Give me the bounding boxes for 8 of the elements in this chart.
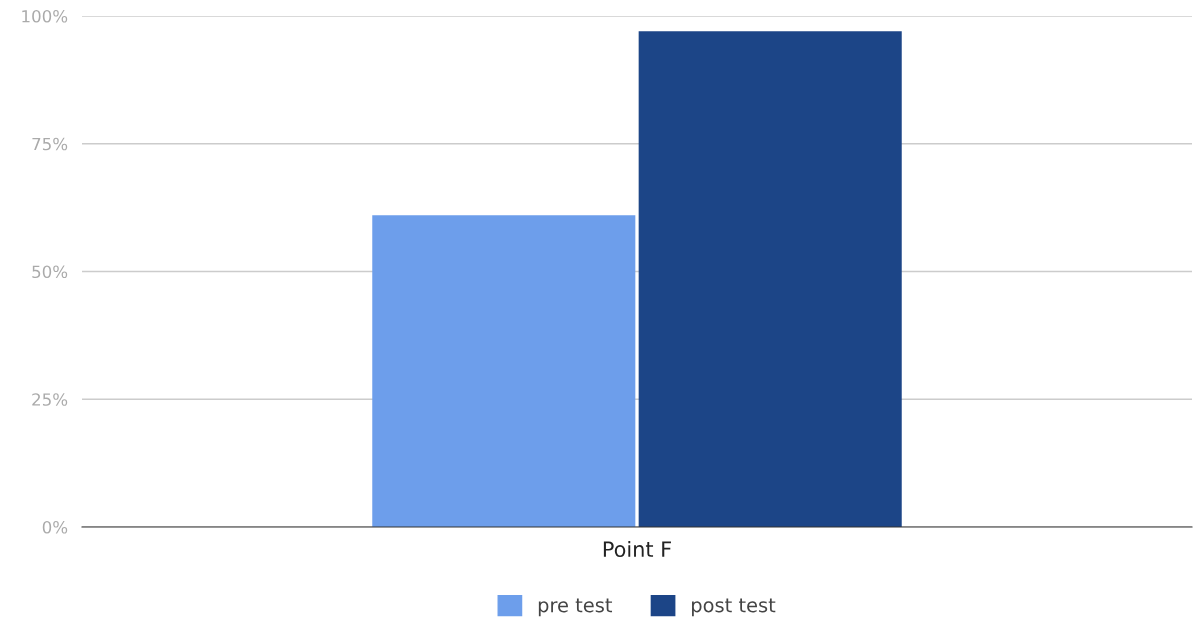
- x-tick-label: Point F: [603, 540, 671, 558]
- legend-label: pre test: [538, 598, 613, 617]
- y-tick-label: 25%: [32, 393, 68, 406]
- y-tick-label: 50%: [32, 265, 68, 279]
- y-tick-label: 75%: [32, 137, 68, 151]
- y-tick-label: 100%: [22, 9, 68, 23]
- legend-label: post test: [692, 598, 776, 617]
- y-tick-label: 0%: [42, 520, 68, 534]
